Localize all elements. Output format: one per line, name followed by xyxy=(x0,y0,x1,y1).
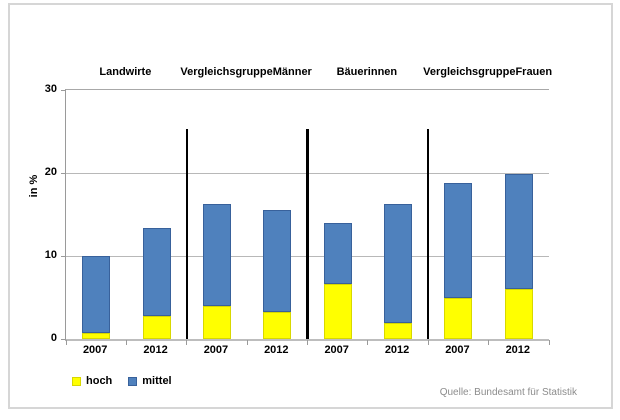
x-axis-tick xyxy=(307,340,308,345)
plot-area xyxy=(61,89,550,345)
group-label: Bäuerinnen xyxy=(336,66,398,78)
bar-segment-hoch xyxy=(82,333,111,339)
bar-segment-hoch xyxy=(142,315,171,339)
group-divider xyxy=(427,129,430,339)
bar-segment-mittel xyxy=(323,222,352,285)
y-axis-tick xyxy=(61,172,66,174)
bar-segment-mittel xyxy=(142,227,171,316)
y-tick-label: 20 xyxy=(44,166,57,178)
bar-segment-mittel xyxy=(82,256,111,334)
bar-segment-hoch xyxy=(323,284,352,339)
x-axis-tick xyxy=(186,340,188,345)
x-tick-label: 2007 xyxy=(82,344,108,356)
x-tick-label: 2012 xyxy=(264,344,289,356)
group-label: Landwirte xyxy=(99,66,152,78)
x-axis-tick xyxy=(427,340,429,345)
bar-segment-mittel xyxy=(263,210,292,312)
y-axis-tick xyxy=(61,255,66,257)
x-axis-tick xyxy=(125,340,127,345)
legend-swatch-mittel xyxy=(128,376,138,386)
bar-segment-mittel xyxy=(504,173,533,290)
x-tick-label: 2012 xyxy=(384,344,410,356)
bar-segment-mittel xyxy=(384,203,413,324)
x-axis-tick xyxy=(548,340,550,345)
bar-segment-hoch xyxy=(384,323,413,339)
x-tick-label: 2007 xyxy=(445,344,470,356)
legend-item-mittel: mittel xyxy=(128,375,172,387)
legend-swatch-hoch xyxy=(72,376,81,386)
y-axis-tick xyxy=(61,89,66,91)
group-label: Vergleichsgruppe Frauen xyxy=(423,66,553,78)
y-tick-label: 10 xyxy=(44,249,57,261)
bar-segment-hoch xyxy=(263,311,292,339)
group-divider xyxy=(306,129,309,339)
bar-segment-hoch xyxy=(202,305,231,339)
y-axis-tick xyxy=(61,338,66,340)
y-tick-label: 30 xyxy=(44,83,57,95)
legend-item-hoch: hoch xyxy=(72,375,112,387)
legend-label-hoch: hoch xyxy=(86,375,113,387)
legend: hoch mittel xyxy=(72,375,172,387)
x-axis-tick xyxy=(367,340,369,345)
bar-segment-mittel xyxy=(444,182,473,299)
y-tick-label: 0 xyxy=(50,332,57,344)
bar-segment-hoch xyxy=(504,289,533,339)
group-divider xyxy=(186,129,188,339)
x-tick-label: 2012 xyxy=(505,344,531,356)
bar-segment-hoch xyxy=(444,298,473,339)
bar-segment-mittel xyxy=(202,203,231,306)
x-axis-tick xyxy=(488,340,490,345)
source-note: Quelle: Bundesamt für Statistik xyxy=(439,387,577,398)
x-tick-label: 2007 xyxy=(324,344,349,356)
x-tick-label: 2012 xyxy=(143,344,168,356)
x-axis-tick xyxy=(65,340,67,345)
group-label: Vergleichsgruppe Männer xyxy=(180,66,312,78)
x-axis-tick xyxy=(246,340,248,345)
legend-label-mittel: mittel xyxy=(142,375,172,387)
x-tick-label: 2007 xyxy=(203,344,229,356)
